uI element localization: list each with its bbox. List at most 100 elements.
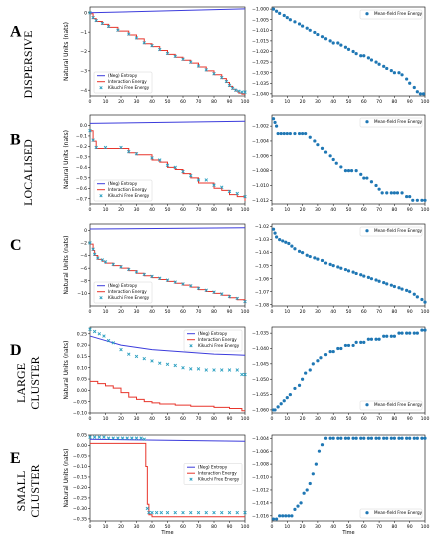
- meanfield-point: [354, 271, 358, 276]
- meanfield-point: [339, 43, 343, 47]
- legend-swatch: [99, 194, 103, 198]
- y-tick-label: −2: [80, 241, 87, 247]
- row-label-e: E SMALL CLUSTER: [10, 450, 42, 518]
- kikuchi-marker: [154, 510, 159, 515]
- kikuchi-marker: [145, 506, 150, 511]
- y-tick-label: 0.25: [77, 331, 87, 337]
- y-tick-label: −1.012: [252, 198, 269, 204]
- x-tick-label: 40: [149, 309, 155, 315]
- legend-label: Kikuchi Free Energy: [108, 193, 150, 198]
- meanfield-point: [339, 436, 343, 440]
- meanfield-point: [400, 191, 404, 195]
- kikuchi-marker: [227, 294, 232, 299]
- x-tick-label: 90: [407, 524, 413, 530]
- y-tick-label: −0.4: [76, 165, 87, 171]
- kikuchi-marker: [158, 276, 162, 280]
- kikuchi-marker: [204, 368, 208, 372]
- meanfield-point: [320, 258, 325, 263]
- legend: Mean-field Free Energy: [359, 9, 423, 20]
- meanfield-point: [297, 131, 302, 136]
- kikuchi-marker: [212, 510, 216, 515]
- kikuchi-marker: [158, 361, 162, 365]
- meanfield-point: [323, 436, 328, 440]
- kikuchi-marker: [181, 510, 185, 515]
- x-tick-label: 60: [361, 207, 367, 213]
- y-tick-label: −0.10: [73, 464, 87, 470]
- meanfield-point: [308, 481, 312, 486]
- kikuchi-marker: [165, 362, 170, 367]
- kikuchi-marker: [92, 329, 97, 334]
- x-tick-label: 10: [103, 309, 109, 315]
- meanfield-point: [366, 337, 370, 341]
- kikuchi-marker: [130, 436, 134, 440]
- legend-label: Kikuchi Free Energy: [108, 295, 150, 300]
- kikuchi-marker: [227, 510, 232, 515]
- x-tick-label: 20: [118, 524, 124, 530]
- legend: Mean-field Free Energy: [359, 400, 423, 411]
- kikuchi-marker: [227, 189, 232, 194]
- y-tick-label: 0.05: [77, 377, 87, 383]
- plot-frame: [271, 326, 426, 414]
- legend-label: (Neg) Entropy: [108, 73, 138, 78]
- y-tick-label: −1.010: [252, 475, 269, 481]
- kikuchi-marker: [220, 75, 224, 80]
- meanfield-point: [349, 169, 354, 173]
- y-tick-label: −6: [80, 266, 87, 272]
- x-tick-label: 60: [361, 99, 367, 105]
- y-tick-label: −0.2: [76, 144, 87, 150]
- kikuchi-marker: [212, 290, 216, 294]
- x-tick-label: 30: [315, 416, 321, 422]
- kikuchi-marker: [150, 43, 154, 48]
- x-tick-label: 40: [149, 207, 155, 213]
- legend-swatch: [189, 344, 193, 348]
- kikuchi-marker: [237, 89, 241, 93]
- legend-swatch: [365, 511, 369, 515]
- meanfield-point: [299, 501, 303, 505]
- series-line-interaction: [90, 130, 246, 201]
- row-label-d: D LARGE CLUSTER: [10, 342, 42, 410]
- x-tick-label: 30: [134, 416, 140, 422]
- meanfield-point: [308, 28, 312, 32]
- x-tick-label: 90: [227, 207, 233, 213]
- meanfield-point: [420, 297, 424, 302]
- x-tick-label: 90: [227, 309, 233, 315]
- meanfield-point: [284, 240, 288, 244]
- kikuchi-marker: [158, 158, 162, 162]
- y-tick-label: −4: [80, 88, 87, 94]
- kikuchi-marker: [142, 356, 146, 361]
- kikuchi-marker: [111, 436, 115, 440]
- x-tick-label: 10: [284, 309, 290, 315]
- legend-box: [359, 226, 423, 237]
- meanfield-point: [301, 251, 305, 255]
- meanfield-point: [274, 235, 279, 239]
- y-tick-label: −1.030: [252, 70, 269, 76]
- x-tick-label: 70: [196, 99, 202, 105]
- kikuchi-marker: [142, 272, 146, 277]
- meanfield-point: [301, 377, 305, 381]
- y-tick-label: 0.00: [77, 388, 87, 394]
- y-tick-label: −1.014: [252, 500, 269, 506]
- kikuchi-marker: [94, 18, 98, 23]
- kikuchi-marker: [127, 149, 131, 154]
- meanfield-point: [385, 66, 389, 71]
- x-tick-label: 100: [421, 416, 430, 422]
- y-tick-label: −1.08: [255, 302, 269, 308]
- meanfield-point: [339, 346, 343, 351]
- meanfield-point: [359, 273, 363, 277]
- x-tick-label: 10: [103, 99, 109, 105]
- meanfield-point: [412, 331, 416, 335]
- meanfield-point: [382, 64, 386, 68]
- meanfield-point: [311, 472, 315, 476]
- meanfield-point: [336, 436, 340, 440]
- row-letter: E: [10, 450, 21, 467]
- meanfield-point: [423, 300, 427, 304]
- x-tick-label: 60: [180, 416, 186, 422]
- kikuchi-marker: [134, 436, 139, 440]
- meanfield-point: [351, 436, 355, 440]
- x-tick-label: 70: [196, 524, 202, 530]
- meanfield-point: [374, 278, 378, 282]
- x-tick-label: 50: [165, 416, 171, 422]
- x-tick-label: 100: [421, 524, 430, 530]
- meanfield-point: [389, 436, 393, 440]
- meanfield-point: [395, 191, 400, 195]
